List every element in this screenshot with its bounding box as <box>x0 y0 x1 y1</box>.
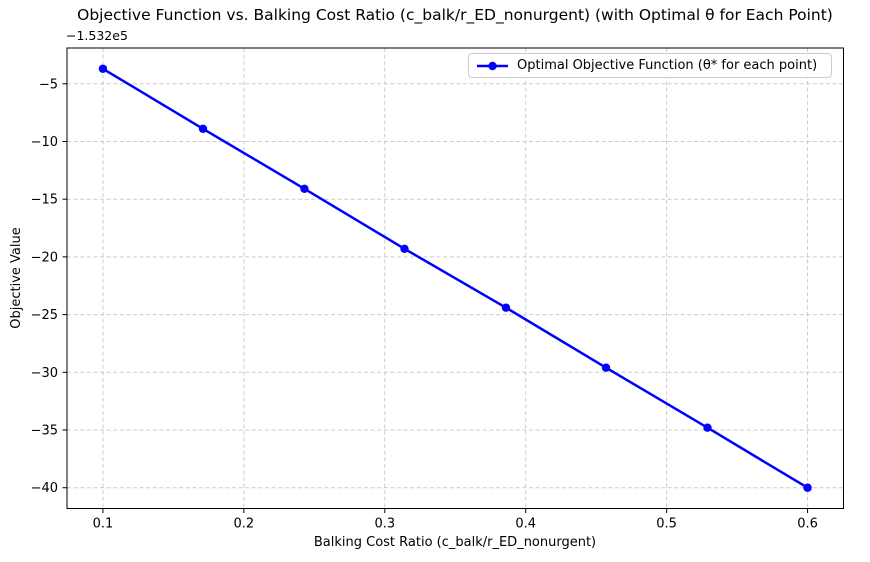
legend-line-sample-icon <box>477 61 508 70</box>
x-tick-label: 0.6 <box>797 517 818 532</box>
legend-entry-label: Optimal Objective Function (θ* for each … <box>517 58 818 73</box>
y-tick-label: −20 <box>31 250 58 265</box>
x-axis-label: Balking Cost Ratio (c_balk/r_ED_nonurgen… <box>313 535 597 550</box>
chart-title: Objective Function vs. Balking Cost Rati… <box>77 6 833 24</box>
x-tick-label: 0.2 <box>234 517 255 532</box>
series-line <box>101 67 809 489</box>
x-tick-label: 0.5 <box>656 517 677 532</box>
y-tick-label: −15 <box>31 193 58 208</box>
data-point-marker <box>601 363 611 372</box>
y-tick-label: −10 <box>31 135 58 150</box>
y-tick-label: −25 <box>31 308 58 323</box>
y-axis-offset-text: −1.532e5 <box>66 28 128 43</box>
data-point-marker <box>400 244 409 254</box>
x-tick-label: 0.3 <box>374 517 395 532</box>
y-tick-label: −5 <box>39 77 58 92</box>
y-tick-label: −40 <box>31 481 58 496</box>
y-tick-label: −30 <box>31 366 58 381</box>
data-point-marker <box>300 184 309 194</box>
legend: Optimal Objective Function (θ* for each … <box>468 53 832 78</box>
plot-border <box>66 47 844 509</box>
data-point-marker <box>703 423 712 432</box>
data-point-marker <box>98 64 108 73</box>
data-point-marker <box>803 483 812 492</box>
data-point-marker <box>501 303 511 312</box>
y-tick-label: −35 <box>31 424 58 439</box>
x-tick-label: 0.1 <box>93 517 114 532</box>
data-point-marker <box>198 124 208 133</box>
x-tick-label: 0.4 <box>515 517 536 532</box>
